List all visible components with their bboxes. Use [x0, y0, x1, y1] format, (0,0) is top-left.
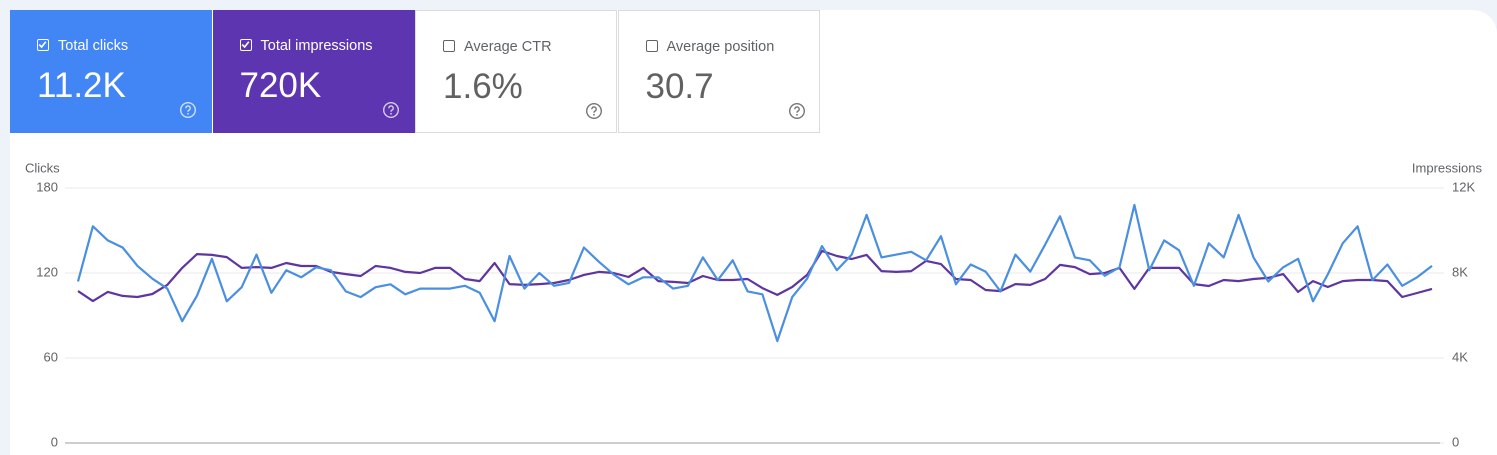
checkbox[interactable] [443, 40, 455, 52]
metric-card[interactable]: Average position 30.7 [617, 10, 820, 133]
metric-label: Total clicks [58, 38, 129, 54]
y2-tick-label: 8K [1452, 264, 1468, 279]
checkbox[interactable] [645, 40, 658, 52]
y2-tick-label: 12K [1452, 179, 1475, 194]
metric-card[interactable]: Total impressions 720K [212, 10, 415, 133]
metric-value: 720K [239, 66, 322, 105]
y-tick-label: 0 [51, 434, 58, 449]
metric-label: Average position [666, 39, 775, 55]
metric-label: Average CTR [464, 39, 552, 55]
check-mark [241, 41, 249, 49]
y2-tick-label: 0 [1452, 434, 1459, 449]
help-icon[interactable] [179, 101, 197, 119]
checkbox[interactable] [239, 39, 252, 51]
help-icon[interactable] [585, 102, 603, 120]
metric-value: 30.7 [645, 67, 714, 106]
line-series [77, 249, 1433, 303]
check-mark [38, 41, 47, 49]
y-tick-label: 120 [36, 264, 58, 279]
checkbox[interactable] [37, 39, 49, 51]
y-tick-label: 60 [44, 349, 58, 364]
metric-value: 11.2K [37, 66, 126, 105]
y2-axis-title: Impressions [1412, 160, 1483, 175]
y-axis-title: Clicks [25, 160, 60, 175]
metric-card[interactable]: Total clicks 11.2K [10, 10, 212, 133]
line-series [76, 203, 1433, 343]
y2-tick-label: 4K [1452, 349, 1468, 364]
help-icon[interactable] [788, 102, 806, 120]
y-tick-label: 180 [36, 179, 58, 194]
metric-label: Total impressions [260, 38, 373, 54]
help-icon[interactable] [382, 101, 400, 119]
metric-value: 1.6% [443, 67, 523, 106]
metric-card[interactable]: Average CTR 1.6% [415, 10, 617, 133]
